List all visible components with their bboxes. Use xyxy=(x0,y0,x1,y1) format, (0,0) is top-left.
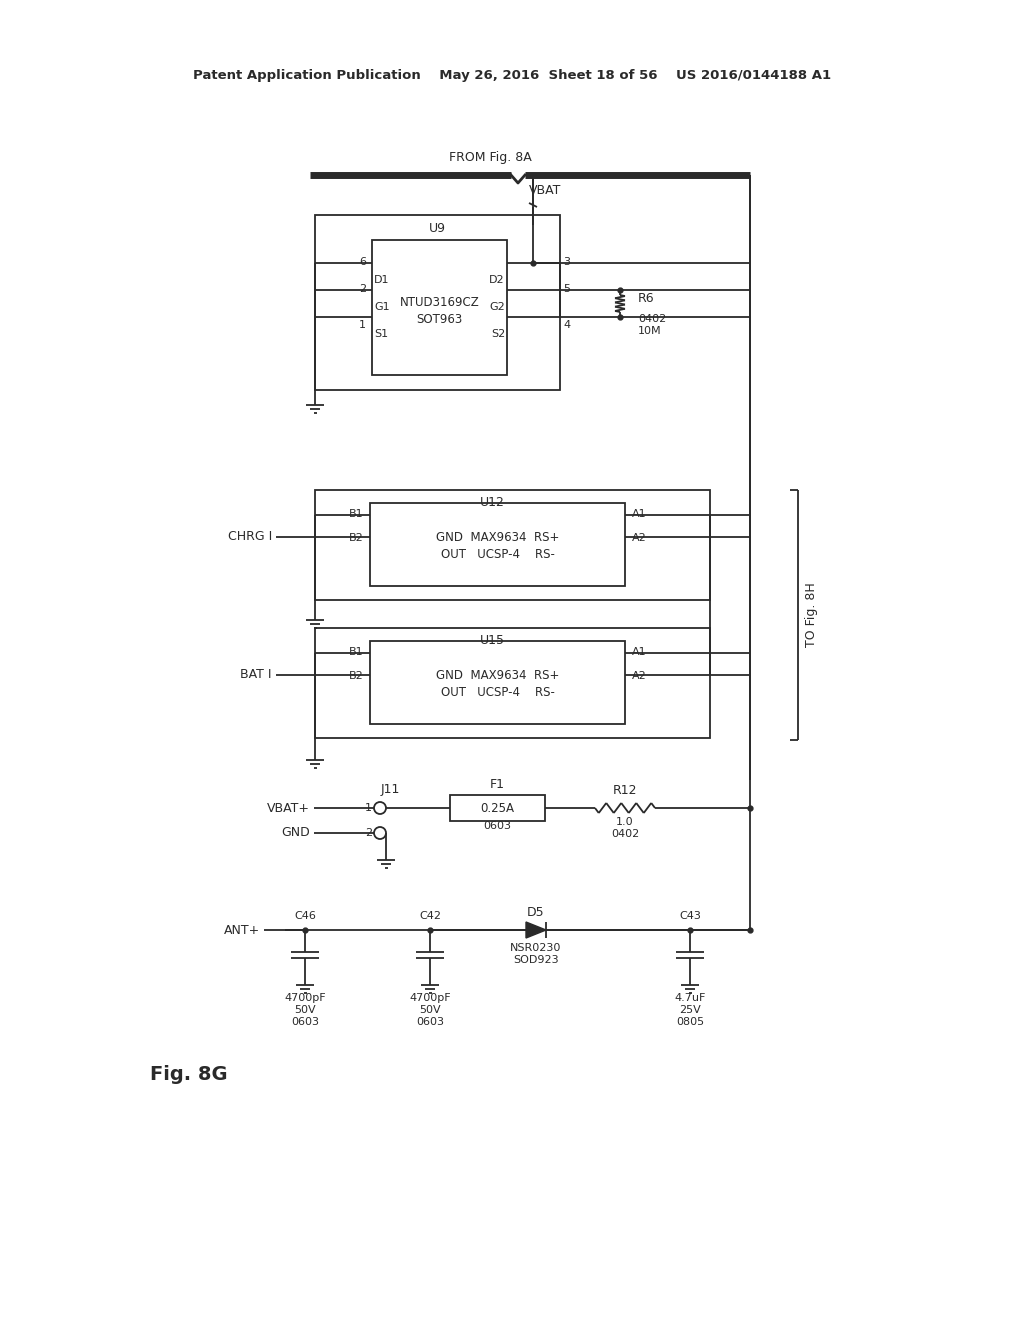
Text: 4.7uF: 4.7uF xyxy=(675,993,706,1003)
Text: A2: A2 xyxy=(632,533,647,543)
Text: 0402: 0402 xyxy=(638,314,667,323)
Text: 25V: 25V xyxy=(679,1005,700,1015)
Text: NTUD3169CZ: NTUD3169CZ xyxy=(399,296,479,309)
Text: D5: D5 xyxy=(527,906,545,919)
Bar xyxy=(315,215,560,389)
Text: 0402: 0402 xyxy=(611,829,639,840)
Text: 10M: 10M xyxy=(638,326,662,337)
Text: B2: B2 xyxy=(349,671,364,681)
Text: D1: D1 xyxy=(374,275,389,285)
Text: A1: A1 xyxy=(632,647,646,657)
Text: Patent Application Publication    May 26, 2016  Sheet 18 of 56    US 2016/014418: Patent Application Publication May 26, 2… xyxy=(193,69,831,82)
Text: B1: B1 xyxy=(349,510,364,519)
Text: CHRG I: CHRG I xyxy=(227,531,272,544)
Text: 50V: 50V xyxy=(419,1005,440,1015)
Text: NSR0230: NSR0230 xyxy=(510,942,562,953)
Text: 50V: 50V xyxy=(294,1005,315,1015)
Text: SOD923: SOD923 xyxy=(513,954,559,965)
Text: 2: 2 xyxy=(365,828,372,838)
Text: S2: S2 xyxy=(490,329,505,339)
Text: R6: R6 xyxy=(638,293,654,305)
Text: GND  MAX9634  RS+: GND MAX9634 RS+ xyxy=(436,531,559,544)
Text: A2: A2 xyxy=(632,671,647,681)
Text: TO Fig. 8H: TO Fig. 8H xyxy=(806,582,818,647)
Text: 4: 4 xyxy=(563,319,570,330)
Text: 2: 2 xyxy=(358,284,366,294)
Bar xyxy=(370,503,625,586)
Text: VBAT+: VBAT+ xyxy=(267,801,310,814)
Text: 0603: 0603 xyxy=(416,1016,444,1027)
Text: A1: A1 xyxy=(632,510,646,519)
Text: C42: C42 xyxy=(419,911,441,921)
Text: 0805: 0805 xyxy=(676,1016,705,1027)
Bar xyxy=(372,240,507,375)
Text: ANT+: ANT+ xyxy=(224,924,260,936)
Text: U12: U12 xyxy=(480,495,505,508)
Text: C46: C46 xyxy=(294,911,316,921)
Text: 3: 3 xyxy=(563,257,570,267)
Text: Fig. 8G: Fig. 8G xyxy=(150,1065,227,1085)
Text: OUT   UCSP-4    RS-: OUT UCSP-4 RS- xyxy=(440,548,554,561)
Text: 4700pF: 4700pF xyxy=(410,993,451,1003)
Text: 0603: 0603 xyxy=(483,821,512,832)
Text: SOT963: SOT963 xyxy=(417,313,463,326)
Text: S1: S1 xyxy=(374,329,388,339)
Text: 0603: 0603 xyxy=(291,1016,319,1027)
Text: GND: GND xyxy=(282,826,310,840)
Text: C43: C43 xyxy=(679,911,701,921)
Text: 1: 1 xyxy=(365,803,372,813)
Text: G2: G2 xyxy=(489,302,505,312)
Text: B2: B2 xyxy=(349,533,364,543)
Text: U15: U15 xyxy=(480,634,505,647)
Text: FROM Fig. 8A: FROM Fig. 8A xyxy=(449,152,531,165)
Text: D2: D2 xyxy=(489,275,505,285)
Text: 0.25A: 0.25A xyxy=(480,801,514,814)
Text: VBAT: VBAT xyxy=(528,183,561,197)
Text: 6: 6 xyxy=(359,257,366,267)
Text: BAT I: BAT I xyxy=(241,668,272,681)
Bar xyxy=(315,628,710,738)
Bar xyxy=(315,490,710,601)
Text: R12: R12 xyxy=(612,784,637,796)
Polygon shape xyxy=(526,921,546,939)
Text: F1: F1 xyxy=(490,779,505,792)
Text: 1: 1 xyxy=(359,319,366,330)
Text: B1: B1 xyxy=(349,647,364,657)
Text: U9: U9 xyxy=(429,222,446,235)
Text: J11: J11 xyxy=(380,784,399,796)
Bar xyxy=(450,795,545,821)
Text: GND  MAX9634  RS+: GND MAX9634 RS+ xyxy=(436,669,559,682)
Bar xyxy=(370,642,625,723)
Text: 1.0: 1.0 xyxy=(616,817,634,828)
Text: 5: 5 xyxy=(563,284,570,294)
Text: 4700pF: 4700pF xyxy=(285,993,326,1003)
Text: OUT   UCSP-4    RS-: OUT UCSP-4 RS- xyxy=(440,686,554,700)
Text: G1: G1 xyxy=(374,302,389,312)
